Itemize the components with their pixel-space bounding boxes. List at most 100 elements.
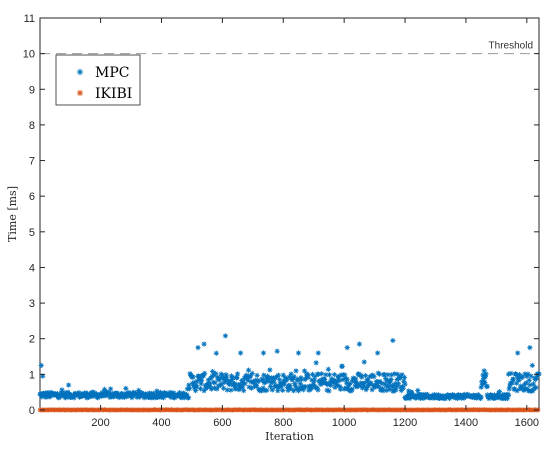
- mpc-point: [342, 372, 348, 378]
- mpc-point: [526, 377, 532, 383]
- mpc-point: [280, 387, 286, 393]
- mpc-point: [319, 371, 325, 377]
- mpc-point: [288, 371, 294, 377]
- mpc-point: [380, 388, 386, 394]
- mpc-point: [199, 377, 205, 383]
- mpc-point: [533, 384, 539, 391]
- mpc-point: [185, 395, 192, 401]
- legend-mpc-symbol: [76, 68, 84, 76]
- mpc-point: [505, 392, 512, 398]
- mpc-point: [379, 381, 385, 387]
- mpc-point: [529, 362, 535, 368]
- x-tick-label: 600: [213, 417, 231, 429]
- mpc-point: [400, 385, 406, 391]
- mpc-point: [387, 386, 393, 392]
- mpc-point: [190, 374, 196, 380]
- mpc-point: [388, 376, 394, 383]
- mpc-point: [315, 371, 322, 377]
- mpc-point: [249, 370, 255, 377]
- mpc-point: [478, 394, 484, 400]
- mpc-point: [247, 373, 253, 379]
- mpc-peak-point: [195, 345, 201, 351]
- mpc-point: [212, 380, 218, 386]
- mpc-point: [376, 371, 383, 377]
- mpc-point: [525, 371, 531, 377]
- y-tick-label: 9: [29, 84, 35, 96]
- y-axis-title: Time [ms]: [6, 186, 19, 242]
- mpc-point: [260, 385, 266, 391]
- mpc-point: [353, 376, 359, 382]
- y-axis: 0 1 2 3 4 5 6 7 8 9 10 11: [23, 13, 539, 417]
- y-tick-label: 8: [29, 120, 35, 132]
- mpc-point: [513, 380, 520, 386]
- mpc-point: [123, 385, 129, 392]
- mpc-point: [362, 373, 369, 379]
- mpc-point: [371, 374, 377, 380]
- x-axis: 200 400 600 800 1000 1200 1400 1600: [91, 18, 539, 429]
- mpc-point: [483, 371, 489, 377]
- mpc-point: [315, 387, 321, 393]
- mpc-point: [220, 385, 227, 391]
- y-tick-label: 0: [29, 405, 35, 417]
- mpc-point: [264, 387, 270, 393]
- mpc-point: [496, 389, 503, 395]
- legend-ikibi-label: IKIBI: [95, 86, 132, 102]
- x-tick-label: 1000: [332, 417, 356, 429]
- mpc-point: [528, 373, 534, 379]
- mpc-point: [305, 374, 311, 380]
- mpc-point: [523, 380, 529, 386]
- mpc-point: [287, 385, 294, 392]
- x-tick-label: 800: [274, 417, 292, 429]
- mpc-point: [228, 387, 234, 393]
- mpc-point: [322, 377, 328, 383]
- mpc-point: [393, 387, 399, 393]
- mpc-point: [197, 386, 204, 392]
- mpc-peak-point: [66, 382, 72, 388]
- mpc-point: [530, 381, 537, 387]
- mpc-point: [176, 389, 183, 396]
- mpc-point: [271, 379, 277, 385]
- mpc-point: [213, 370, 219, 377]
- mpc-point: [269, 387, 275, 393]
- mpc-peak-point: [356, 341, 362, 347]
- mpc-point: [234, 371, 241, 377]
- mpc-point: [362, 380, 368, 386]
- mpc-peak-point: [38, 362, 44, 369]
- mpc-peak-point: [222, 333, 229, 339]
- mpc-point: [344, 376, 350, 382]
- ikibi-series: [37, 407, 541, 413]
- mpc-point: [108, 386, 114, 392]
- y-tick-label: 6: [29, 191, 35, 203]
- mpc-point: [513, 371, 519, 377]
- mpc-point: [287, 382, 293, 388]
- mpc-peak-point: [238, 350, 244, 356]
- mpc-point: [293, 368, 299, 374]
- mpc-point: [482, 374, 489, 380]
- mpc-point: [186, 382, 192, 388]
- mpc-point: [275, 372, 281, 378]
- mpc-point: [194, 378, 201, 384]
- mpc-peak-point: [315, 350, 321, 356]
- mpc-point: [365, 378, 371, 384]
- mpc-point: [311, 378, 317, 384]
- x-tick-label: 1200: [393, 417, 417, 429]
- mpc-peak-point: [527, 345, 533, 351]
- mpc-point: [198, 381, 204, 387]
- mpc-point: [510, 376, 517, 382]
- mpc-point: [326, 372, 333, 378]
- y-tick-label: 11: [24, 13, 35, 25]
- mpc-point: [234, 374, 240, 380]
- x-tick-label: 200: [91, 417, 109, 429]
- mpc-peak-point: [274, 348, 280, 354]
- y-tick-label: 4: [29, 262, 35, 274]
- mpc-point: [508, 370, 514, 376]
- mpc-point: [202, 370, 208, 376]
- mpc-point: [395, 381, 401, 387]
- mpc-point: [393, 384, 400, 390]
- mpc-peak-point: [375, 350, 381, 356]
- mpc-point: [277, 377, 283, 383]
- mpc-point: [184, 392, 190, 398]
- y-tick-label: 3: [29, 298, 35, 310]
- mpc-peak-point: [481, 368, 487, 374]
